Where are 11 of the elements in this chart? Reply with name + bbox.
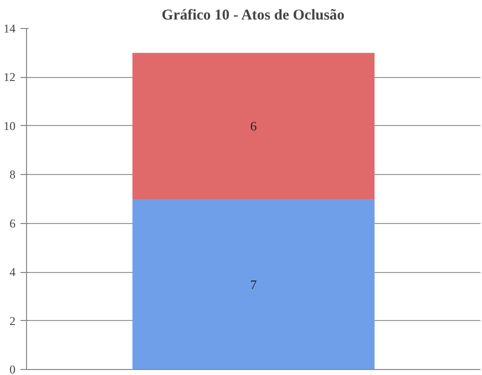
y-tick-label: 4 [10, 265, 16, 280]
data-label: 6 [250, 118, 258, 134]
y-tick-label: 12 [4, 70, 16, 84]
y-tick-label: 6 [10, 216, 16, 230]
y-tick-label: 14 [4, 22, 16, 36]
y-tick-label: 10 [4, 118, 16, 133]
data-label: 7 [250, 276, 258, 292]
y-tick-label: 0 [10, 362, 16, 375]
y-tick-label: 8 [10, 168, 16, 182]
chart-title: Gráfico 10 - Atos de Oclusão [162, 8, 345, 24]
y-tick-label: 2 [10, 314, 16, 328]
